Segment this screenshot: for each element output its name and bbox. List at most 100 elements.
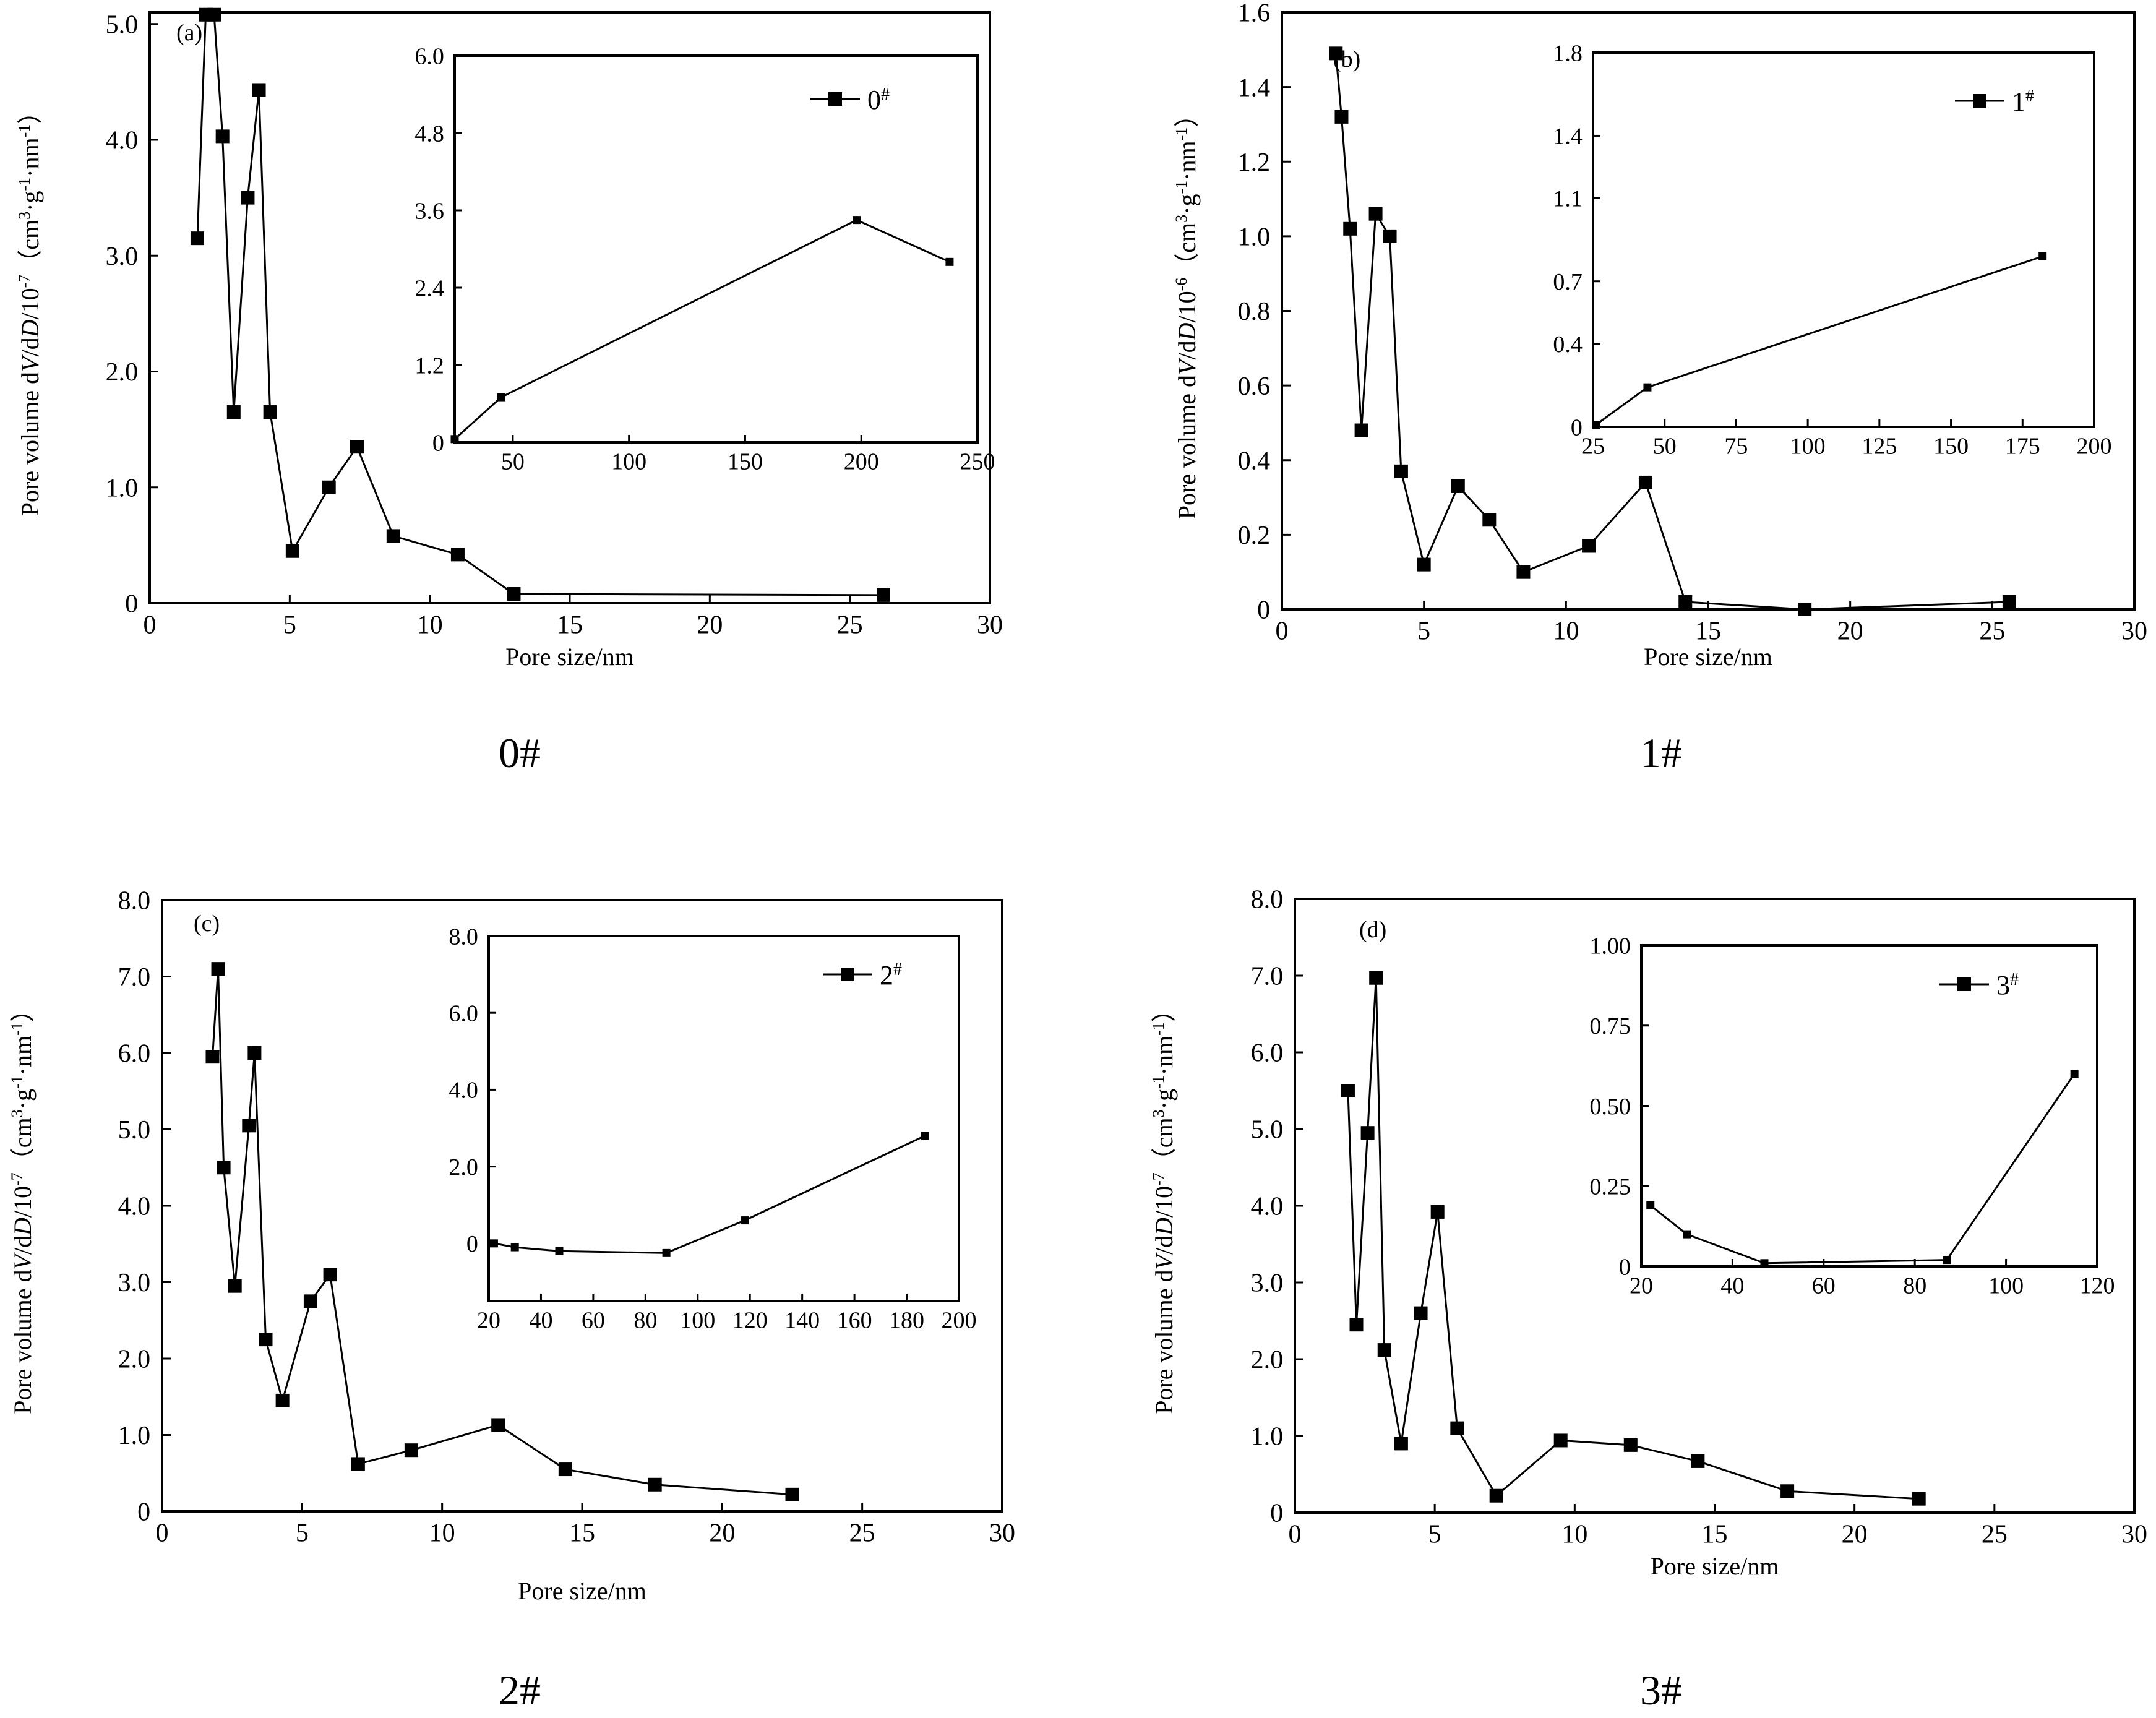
- inset-y-tick-label: 0: [466, 1231, 478, 1257]
- text-span: D: [16, 319, 44, 338]
- inset-y-tick-label: 0: [432, 430, 444, 456]
- main-data-point: [259, 1333, 273, 1347]
- main-data-point: [1394, 464, 1408, 478]
- main-data-point: [1369, 971, 1383, 985]
- text-span: -7: [15, 275, 33, 288]
- main-y-tick-label: 0: [137, 1498, 150, 1527]
- text-span: D: [1150, 1218, 1178, 1236]
- main-data-point: [1417, 557, 1431, 572]
- main-data-point: [1368, 207, 1383, 221]
- inset-data-point: [510, 1243, 519, 1252]
- inset-frame: [453, 54, 979, 444]
- panel-caption: 3#: [1640, 1667, 1682, 1714]
- inset-frame: [1592, 51, 2095, 428]
- main-series-line: [212, 969, 792, 1496]
- main-x-tick-label: 25: [837, 611, 863, 639]
- inset-y-tick-label: 2.0: [449, 1154, 478, 1180]
- inset-y-tick-label: 1.1: [1553, 186, 1583, 212]
- inset-y-tick-label: 1.8: [1553, 40, 1583, 66]
- inset-x-tick-label: 40: [529, 1308, 552, 1334]
- inset-x-tick-label: 140: [784, 1308, 820, 1334]
- main-data-point: [1430, 1205, 1445, 1219]
- main-data-point: [215, 129, 230, 144]
- main-x-tick-label: 15: [1695, 617, 1721, 645]
- main-y-tick-label: 0: [1270, 1500, 1283, 1528]
- inset-y-tick-label: 0.50: [1589, 1094, 1631, 1120]
- main-y-tick-label: 0: [1257, 596, 1270, 625]
- text-span: Pore volume d: [9, 1269, 37, 1414]
- legend-marker: [1973, 94, 1986, 108]
- inset-y-tick-label: 8.0: [449, 924, 478, 950]
- main-y-tick-label: 1.2: [1238, 148, 1271, 177]
- inset-data-point: [741, 1216, 749, 1225]
- inset-y-tick-label: 2.4: [414, 275, 444, 301]
- text-span: /10: [9, 1186, 37, 1218]
- inset-x-tick-label: 180: [889, 1308, 924, 1334]
- main-y-tick-label: 1.0: [1238, 223, 1271, 252]
- main-data-point: [263, 405, 277, 419]
- text-span: ·g: [9, 1089, 37, 1109]
- main-frame: [148, 11, 991, 604]
- main-data-point: [1377, 1343, 1391, 1357]
- main-x-tick-label: 25: [1982, 1520, 2008, 1548]
- panel-caption: 1#: [1640, 729, 1682, 776]
- main-frame: [161, 899, 1003, 1513]
- main-y-tick-label: 2.0: [106, 358, 139, 387]
- main-data-point: [351, 1457, 365, 1471]
- inset-data-point: [555, 1247, 564, 1255]
- main-data-point: [404, 1443, 418, 1458]
- main-data-point: [303, 1294, 317, 1308]
- inset-x-tick-label: 200: [844, 449, 879, 475]
- main-data-point: [241, 191, 255, 205]
- main-data-point: [876, 588, 890, 602]
- panel-caption: 0#: [499, 729, 541, 776]
- text-span: 1: [2012, 87, 2025, 117]
- inset-data-point: [921, 1132, 929, 1140]
- main-data-point: [226, 405, 241, 419]
- main-data-point: [386, 529, 400, 543]
- chart-panel-3: 0 5 10 15 20 25 3001.02.03.04.05.06.07.08.0(c)…: [8, 887, 1016, 1714]
- main-data-point: [1450, 1421, 1464, 1435]
- text-span: -1: [8, 1075, 26, 1089]
- panel-label: (a): [176, 20, 202, 46]
- y-axis-label: Pore volume dV/dD/10-7（cm3·g-1·nm-1）: [1149, 997, 1179, 1414]
- inset-y-tick-label: 4.8: [414, 121, 444, 147]
- main-data-point: [1582, 539, 1596, 553]
- text-span: V: [1150, 1252, 1178, 1269]
- inset-data-point: [2070, 1070, 2079, 1078]
- inset-x-tick-label: 120: [732, 1308, 768, 1334]
- main-data-point: [1383, 229, 1397, 243]
- main-x-tick-label: 30: [2121, 1520, 2147, 1548]
- main-data-point: [507, 587, 521, 601]
- main-data-point: [491, 1418, 505, 1432]
- text-span: ·nm: [1173, 140, 1201, 180]
- inset-frame: [1640, 944, 2098, 1268]
- x-axis-label: Pore size/nm: [1644, 643, 1772, 671]
- main-y-tick-label: 1.6: [1238, 0, 1271, 28]
- main-data-point: [207, 7, 221, 22]
- main-x-tick-label: 25: [1979, 617, 2005, 645]
- inset-series-line: [453, 218, 950, 440]
- x-axis-label: Pore size/nm: [1651, 1552, 1779, 1580]
- text-span: 2: [880, 960, 893, 990]
- text-span: /10: [1150, 1186, 1178, 1218]
- main-y-tick-label: 3.0: [118, 1269, 151, 1297]
- main-data-point: [1343, 221, 1357, 236]
- main-data-point: [275, 1393, 290, 1407]
- text-span: 3: [1172, 215, 1190, 223]
- main-y-tick-label: 6.0: [1251, 1039, 1284, 1068]
- y-axis-label: Pore volume dV/dD/10-6（cm3·g-1·nm-1）: [1172, 103, 1201, 520]
- inset-data-point: [1643, 383, 1652, 392]
- text-span: /d: [9, 1235, 37, 1255]
- main-data-point: [1482, 513, 1497, 527]
- y-axis-label: Pore volume dV/dD/10-7（cm3·g-1·nm-1）: [15, 100, 45, 517]
- legend-marker: [828, 92, 842, 106]
- inset-x-tick-label: 75: [1724, 434, 1748, 460]
- main-x-tick-label: 15: [569, 1519, 595, 1547]
- main-series-line: [1347, 977, 1919, 1500]
- chart-panel-2: 0 5 10 15 20 25 3000.20.40.60.81.01.21.41.6(b)…: [1172, 0, 2148, 776]
- main-data-point: [1414, 1306, 1428, 1320]
- text-span: /d: [1173, 340, 1201, 359]
- main-y-tick-label: 4.0: [118, 1193, 151, 1221]
- main-data-point: [1678, 595, 1693, 609]
